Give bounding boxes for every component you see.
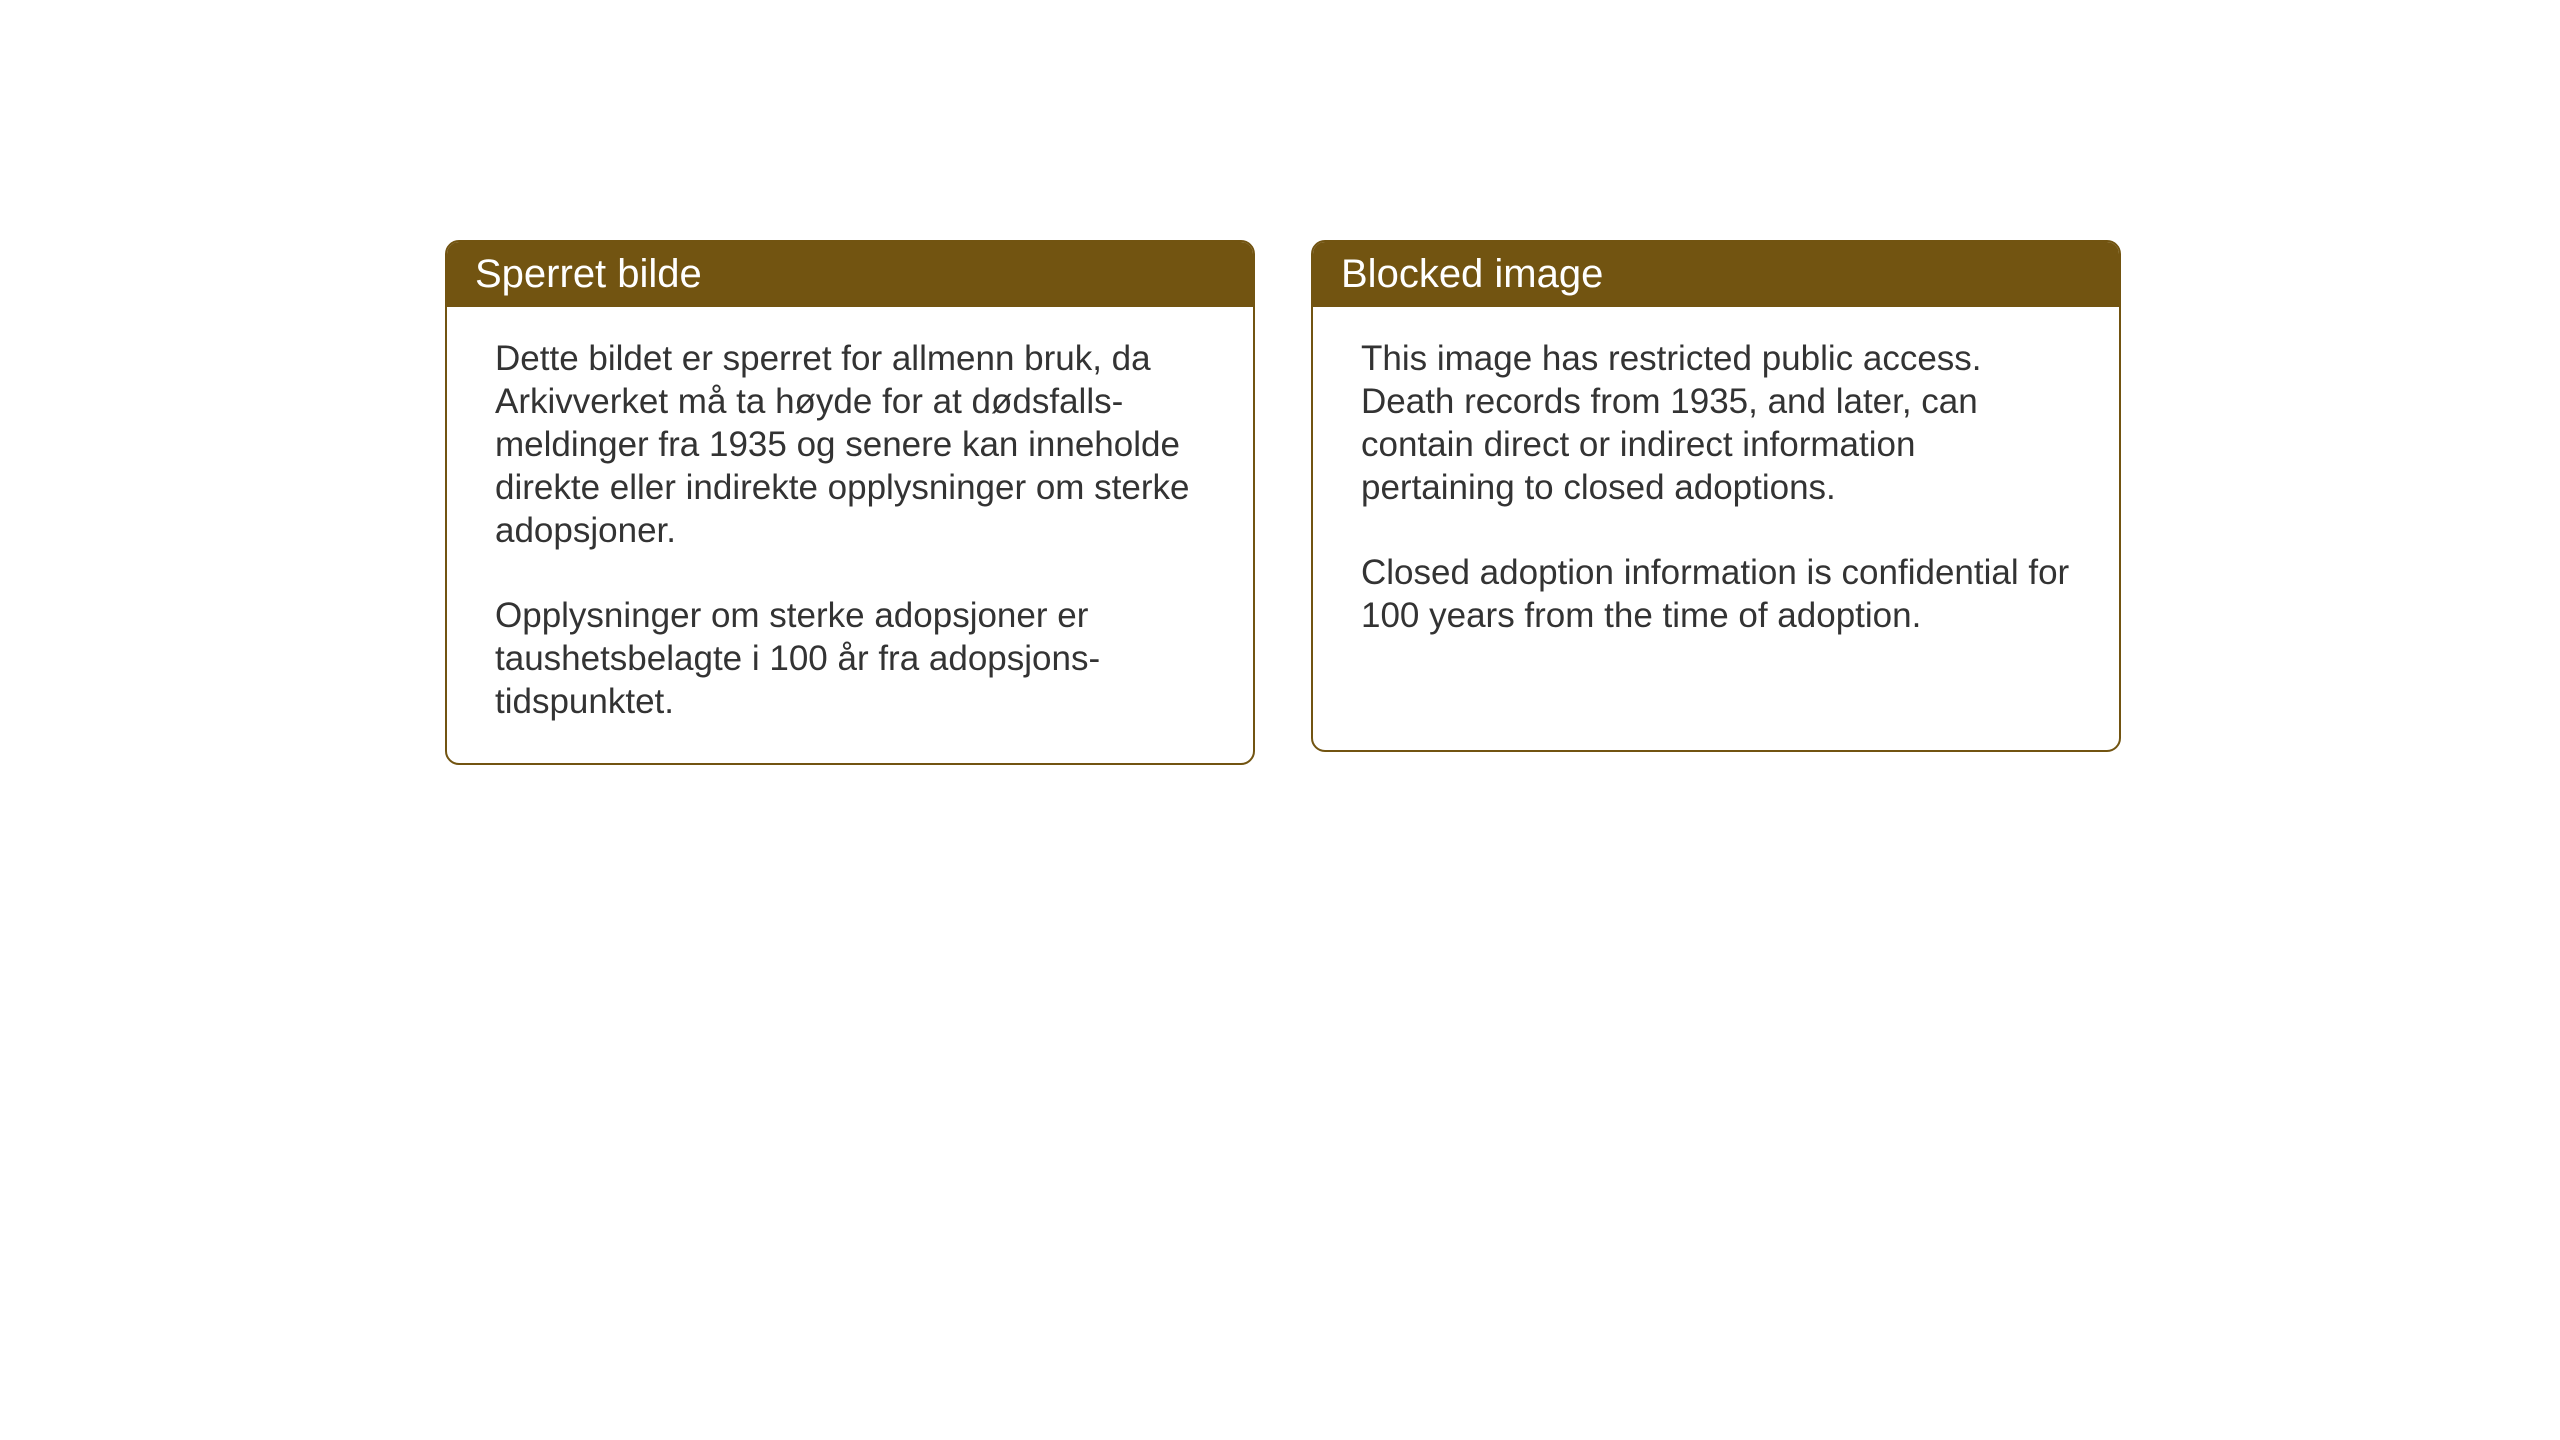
notice-body-english: This image has restricted public access.… [1313,307,2119,677]
notice-paragraph-1-norwegian: Dette bildet er sperret for allmenn bruk… [495,337,1205,552]
notice-paragraph-2-norwegian: Opplysninger om sterke adopsjoner er tau… [495,594,1205,723]
notice-title-norwegian: Sperret bilde [447,242,1253,307]
notice-card-english: Blocked image This image has restricted … [1311,240,2121,752]
notice-title-english: Blocked image [1313,242,2119,307]
notice-container: Sperret bilde Dette bildet er sperret fo… [445,240,2121,765]
notice-paragraph-1-english: This image has restricted public access.… [1361,337,2071,509]
notice-body-norwegian: Dette bildet er sperret for allmenn bruk… [447,307,1253,763]
notice-card-norwegian: Sperret bilde Dette bildet er sperret fo… [445,240,1255,765]
notice-paragraph-2-english: Closed adoption information is confident… [1361,551,2071,637]
